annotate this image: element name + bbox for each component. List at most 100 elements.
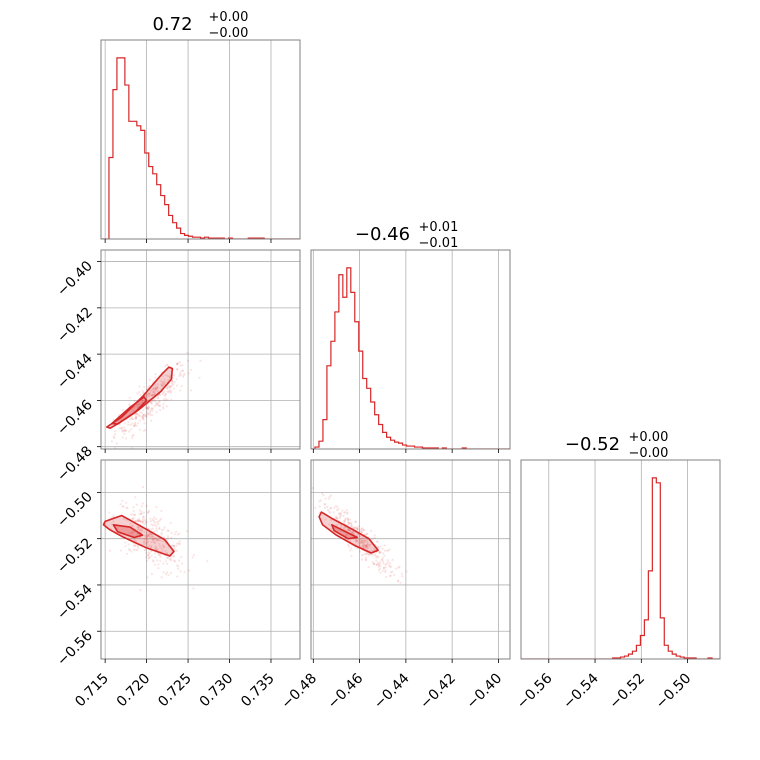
sample-point [139,393,142,396]
sample-point [366,552,369,555]
sample-point [141,521,144,524]
sample-point [145,415,148,418]
sample-point [378,567,381,571]
sample-point [350,523,353,526]
sample-point [168,389,171,393]
sample-point [122,505,125,508]
sample-point [371,560,374,563]
sample-point [138,536,142,539]
sample-point [131,531,134,534]
sample-point [145,504,148,508]
sample-point [142,414,145,417]
sample-point [152,519,155,522]
xtick-label-1-4: −0.40 [464,671,506,713]
sample-point [131,531,134,534]
sample-point [121,430,124,433]
sample-point [149,389,152,392]
sample-point [142,409,145,412]
xtick-label-0-4: 0.735 [238,671,278,711]
sample-point [122,429,125,433]
sample-point [120,427,123,430]
sample-point [164,393,167,396]
sample-point [159,559,162,562]
sample-point [172,554,175,557]
sample-point [155,527,158,530]
sample-point [175,363,179,366]
sample-point [123,429,127,432]
plot-area [521,477,720,659]
sample-point [136,519,139,523]
sample-point [365,544,368,547]
sample-point [362,544,365,547]
sample-point [358,542,362,545]
sample-point [162,402,165,406]
sample-point [157,553,160,556]
sample-point [367,553,370,556]
sample-point [154,376,157,380]
sample-point [339,513,342,517]
sample-point [175,384,178,387]
sample-point [134,424,137,427]
sample-point [144,428,147,431]
sample-point [140,512,143,515]
sample-point [376,545,380,548]
sample-point [145,533,148,537]
sample-point [342,519,345,523]
sample-point [173,381,176,384]
sample-point [379,545,382,548]
sample-point [171,380,174,383]
sample-point [324,497,327,500]
xtick-label-0-1: 0.720 [114,671,154,711]
sample-point [141,417,145,420]
sample-point [172,544,175,547]
sample-point [171,379,174,383]
sample-point [368,543,371,546]
sample-point [346,533,349,536]
title-1-minus: −0.01 [419,236,459,251]
sample-point [133,405,136,408]
sample-point [389,565,392,568]
sample-point [376,555,379,558]
sample-point [131,434,134,438]
sample-point [346,520,350,523]
sample-point [122,518,126,521]
sample-point [113,437,116,440]
sample-point [350,531,353,534]
sample-point [355,526,359,529]
sample-point [152,388,155,391]
panel-2-1 [310,459,511,663]
sample-point [138,414,142,418]
sample-point [329,494,333,497]
sample-point [136,421,139,425]
sample-point [336,529,339,532]
sample-point [170,531,173,534]
sample-point [162,391,165,394]
sample-point [361,527,364,530]
sample-point [177,542,181,545]
sample-point [143,549,146,552]
sample-point [161,405,165,408]
contour-1-0-1 [110,396,148,425]
sample-point [165,374,168,377]
sample-point [152,537,155,541]
sample-point [318,505,321,508]
panel-1-0 [97,249,301,453]
sample-point [146,393,149,396]
sample-point [141,502,144,505]
sample-point [128,548,131,551]
sample-point [384,563,387,566]
sample-point [144,407,147,410]
sample-point [162,571,165,574]
sample-point [165,387,169,390]
sample-point [161,380,164,384]
sample-point [372,562,375,565]
sample-point [183,571,186,574]
sample-point [148,411,152,414]
sample-point [169,385,172,389]
sample-point [153,530,156,533]
sample-point [168,375,171,378]
sample-point [369,546,372,549]
sample-point [139,528,142,532]
sample-point [366,540,369,544]
sample-point [154,552,157,555]
